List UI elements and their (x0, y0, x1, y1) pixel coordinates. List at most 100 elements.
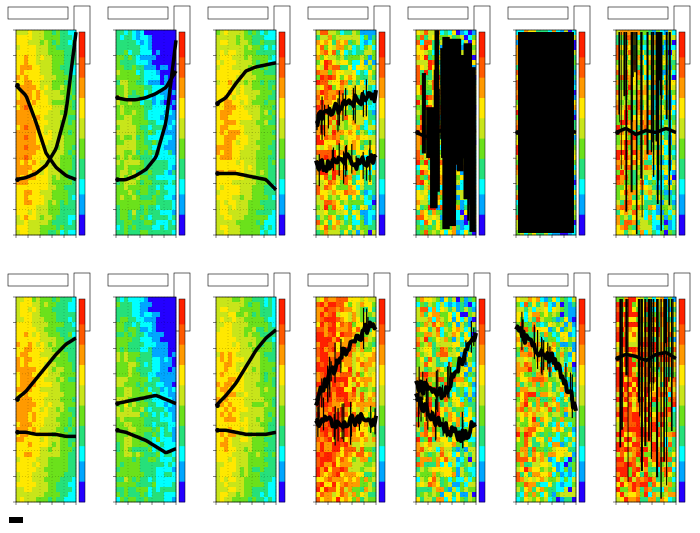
heat-cell (136, 180, 141, 186)
heat-cell (232, 175, 237, 181)
colorbar-cell (679, 108, 685, 114)
heat-cell (332, 130, 337, 136)
heat-cell (132, 105, 137, 111)
heat-cell (116, 180, 121, 186)
colorbar-cell (279, 82, 285, 89)
heat-cell (456, 205, 461, 211)
heat-cell (636, 45, 641, 51)
heat-cell (236, 165, 241, 171)
heat-cell (348, 75, 353, 81)
heat-cell (48, 312, 53, 318)
heat-cell (232, 125, 237, 131)
heat-cell (660, 230, 665, 236)
heat-cell (636, 150, 641, 156)
heat-cell (656, 215, 661, 221)
colorbar-cell (179, 179, 185, 185)
heat-cell (216, 135, 221, 141)
heat-cell (148, 165, 153, 171)
heat-cell (248, 225, 253, 231)
heat-cell (272, 90, 277, 96)
heat-cell (116, 70, 121, 76)
heat-cell (252, 150, 257, 156)
heat-cell (224, 30, 229, 36)
heat-cell (348, 180, 353, 186)
heat-cell (352, 130, 357, 136)
heat-cell (220, 35, 225, 41)
heat-cell (648, 35, 653, 41)
heat-cell (424, 45, 429, 51)
heat-cell (40, 195, 45, 201)
heat-cell (68, 110, 73, 116)
heat-cell (632, 190, 637, 196)
heat-cell (372, 205, 377, 211)
heat-cell (324, 195, 329, 201)
heat-cell (364, 150, 369, 156)
heat-cell (140, 55, 145, 61)
heat-cell (216, 160, 221, 166)
heat-cell (124, 210, 129, 216)
heat-cell (28, 150, 33, 156)
heat-cell (428, 65, 433, 71)
heat-cell (152, 185, 157, 191)
heat-cell (220, 200, 225, 206)
heat-cell (656, 230, 661, 236)
heat-cell (332, 60, 337, 66)
heat-cell (72, 115, 77, 121)
heat-cell (316, 175, 321, 181)
heat-cell (60, 145, 65, 151)
heat-cell (628, 165, 633, 171)
heat-cell (116, 100, 121, 106)
heat-cell (32, 185, 37, 191)
heat-cell (456, 170, 461, 176)
colorbar-cell (279, 153, 285, 160)
heat-cell (136, 205, 141, 211)
heat-cell (168, 30, 173, 36)
heat-cell (268, 225, 273, 231)
heat-cell (460, 40, 465, 46)
heat-cell (168, 125, 173, 131)
heat-cell (24, 190, 29, 196)
heat-cell (52, 75, 57, 81)
heat-cell (360, 225, 365, 231)
heat-cell (644, 155, 649, 161)
heat-cell (420, 185, 425, 191)
heat-cell (116, 115, 121, 121)
heat-cell (152, 55, 157, 61)
heat-cell (232, 220, 237, 226)
heat-cell (632, 45, 637, 51)
heat-cell (72, 190, 77, 196)
heat-cell (324, 35, 329, 41)
heat-cell (336, 130, 341, 136)
heat-cell (48, 105, 53, 111)
heat-cell (352, 220, 357, 226)
heat-cell (152, 115, 157, 121)
colorbar-cell (679, 97, 685, 104)
colorbar-cell (479, 128, 485, 134)
heat-cell (572, 180, 577, 186)
heat-cell (356, 190, 361, 196)
heat-cell (328, 205, 333, 211)
heat-cell (48, 60, 53, 66)
heat-cell (228, 100, 233, 106)
heat-cell (32, 165, 37, 171)
heat-cell (664, 215, 669, 221)
heat-cell (36, 135, 41, 141)
heat-cell (168, 170, 173, 176)
heat-cell (48, 50, 53, 56)
colorbar-cell (579, 72, 585, 79)
heat-cell (272, 100, 277, 106)
heat-cell (116, 185, 121, 191)
heat-cell (616, 40, 621, 46)
heat-cell (356, 55, 361, 61)
heat-cell (372, 80, 377, 86)
heat-cell (636, 40, 641, 46)
heat-cell (44, 85, 49, 91)
heat-cell (332, 120, 337, 126)
heat-cell (364, 75, 369, 81)
heat-cell (340, 215, 345, 221)
colorbar-cell (479, 77, 485, 84)
heat-cell (36, 140, 41, 146)
heat-cell (416, 145, 421, 151)
heat-cell (240, 70, 245, 76)
heat-cell (60, 100, 65, 106)
